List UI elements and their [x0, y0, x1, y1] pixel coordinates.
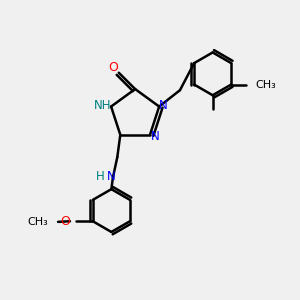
Text: O: O: [109, 61, 118, 74]
Text: NH: NH: [94, 98, 112, 112]
Text: CH₃: CH₃: [255, 80, 276, 89]
Text: N: N: [159, 98, 168, 112]
Text: N: N: [107, 170, 116, 183]
Text: N: N: [151, 130, 160, 143]
Text: CH₃: CH₃: [27, 217, 48, 227]
Text: O: O: [60, 215, 70, 228]
Text: H: H: [96, 170, 105, 183]
